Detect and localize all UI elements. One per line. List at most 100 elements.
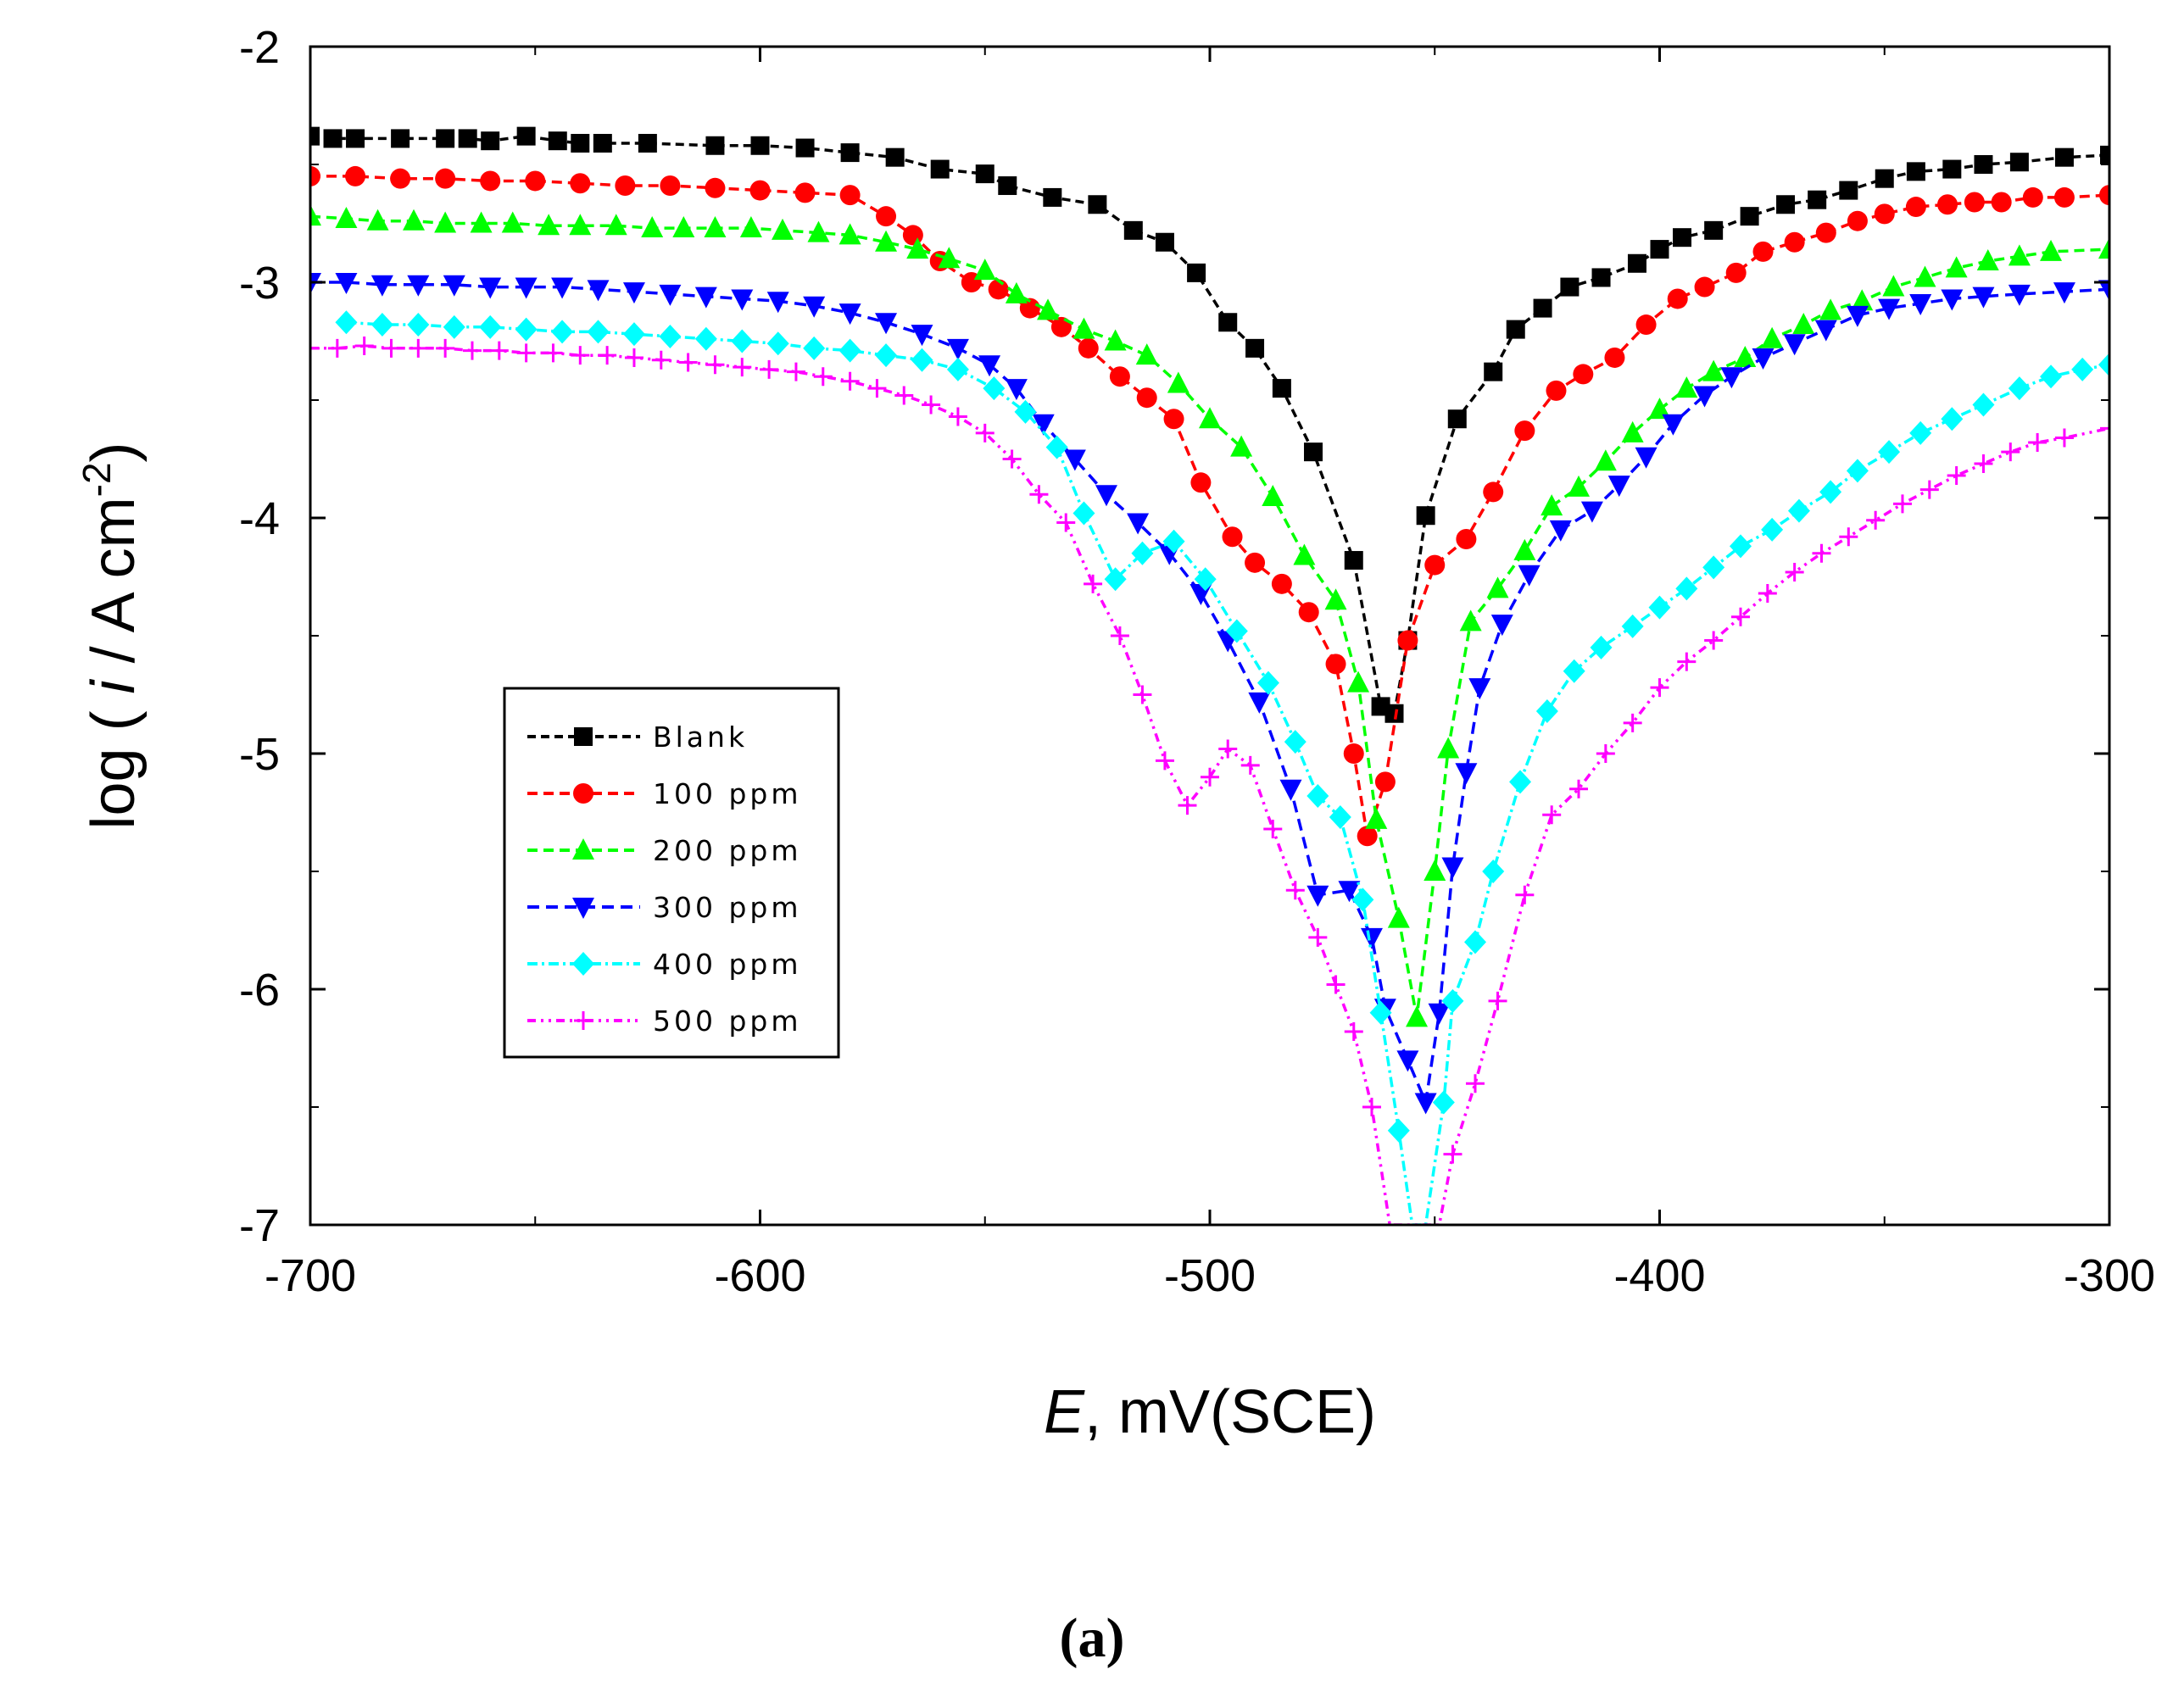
data-point	[1178, 796, 1197, 815]
data-point	[803, 336, 826, 360]
data-point	[587, 280, 610, 302]
data-point	[1906, 162, 1925, 181]
data-point	[1344, 1022, 1363, 1042]
data-point	[1447, 409, 1467, 429]
data-point	[1673, 228, 1692, 248]
data-point	[1343, 743, 1364, 764]
data-point	[1483, 481, 1504, 503]
data-point	[1662, 414, 1685, 436]
data-point	[946, 338, 969, 360]
data-point	[1344, 551, 1363, 570]
data-point	[786, 362, 805, 381]
data-point	[409, 338, 428, 358]
data-point	[978, 355, 1001, 377]
data-point	[1514, 420, 1535, 442]
data-point	[1991, 192, 2012, 213]
data-point	[1072, 501, 1095, 526]
data-point	[458, 129, 477, 148]
data-point	[1396, 1050, 1419, 1072]
data-point	[2028, 433, 2048, 453]
data-point	[310, 126, 320, 146]
data-point	[407, 275, 430, 297]
data-point	[1201, 767, 1219, 787]
data-point	[2022, 186, 2043, 208]
data-point	[1693, 386, 1716, 408]
legend-marker	[573, 783, 593, 804]
data-point	[1338, 881, 1361, 903]
data-point	[346, 129, 365, 148]
data-point	[1752, 348, 1774, 370]
legend-marker	[574, 1011, 593, 1030]
legend-marker	[572, 952, 594, 976]
x-tick-label: -300	[2064, 1250, 2155, 1301]
data-point	[501, 211, 524, 233]
data-point	[766, 292, 789, 314]
data-point	[1088, 195, 1107, 214]
data-point	[1468, 678, 1491, 700]
data-point	[2040, 239, 2063, 261]
data-point	[1694, 276, 1715, 298]
data-point	[593, 133, 612, 153]
data-point	[1648, 398, 1671, 420]
data-point	[1279, 779, 1302, 801]
data-point	[1569, 779, 1589, 798]
data-point	[922, 395, 941, 415]
data-point	[1284, 730, 1306, 754]
data-point	[1326, 975, 1346, 994]
x-tick-label: -600	[714, 1250, 805, 1301]
data-point	[766, 331, 789, 356]
y-tick-label: -3	[239, 258, 280, 309]
data-point	[1271, 573, 1292, 594]
data-point	[1167, 371, 1190, 393]
data-point	[794, 182, 816, 203]
legend-box	[503, 687, 840, 1059]
data-point	[1914, 265, 1936, 287]
data-point	[1787, 498, 1810, 523]
data-point	[705, 355, 725, 375]
data-point	[902, 225, 923, 246]
data-point	[1976, 248, 1999, 270]
data-point	[1123, 220, 1143, 240]
data-point	[1819, 480, 1842, 504]
data-point	[515, 277, 538, 299]
data-point	[1384, 704, 1404, 723]
y-tick-label: -4	[239, 493, 280, 544]
data-point	[1677, 652, 1696, 671]
data-point	[1851, 289, 1874, 311]
data-point	[1783, 334, 1806, 356]
data-point	[2053, 282, 2075, 304]
data-point	[694, 287, 717, 309]
data-point	[598, 346, 617, 365]
data-point	[1878, 298, 1901, 320]
data-point	[733, 358, 752, 377]
data-point	[1045, 435, 1068, 459]
data-point	[731, 289, 754, 311]
data-point	[1133, 685, 1152, 704]
data-point	[867, 379, 887, 398]
data-point	[1704, 220, 1724, 240]
data-point	[694, 326, 717, 351]
data-point	[434, 211, 457, 233]
data-point	[1256, 671, 1279, 695]
data-point	[1591, 268, 1611, 287]
data-point	[515, 317, 538, 342]
data-point	[551, 320, 574, 344]
y-tick-label: -2	[239, 22, 280, 73]
data-point	[1627, 253, 1646, 273]
data-point	[1397, 630, 1418, 651]
legend-label: 500 ppm	[653, 1004, 802, 1038]
data-point	[930, 159, 950, 179]
data-point	[1568, 475, 1591, 497]
data-point	[838, 303, 861, 326]
data-point	[2099, 185, 2109, 206]
data-point	[1919, 480, 1939, 499]
data-point	[638, 133, 657, 153]
data-point	[1563, 659, 1585, 683]
data-point	[443, 314, 465, 339]
data-point	[310, 204, 321, 226]
data-point	[1306, 784, 1329, 809]
data-point	[335, 310, 358, 335]
data-point	[1941, 407, 1964, 431]
data-point	[975, 164, 994, 184]
data-point	[1792, 313, 1815, 335]
